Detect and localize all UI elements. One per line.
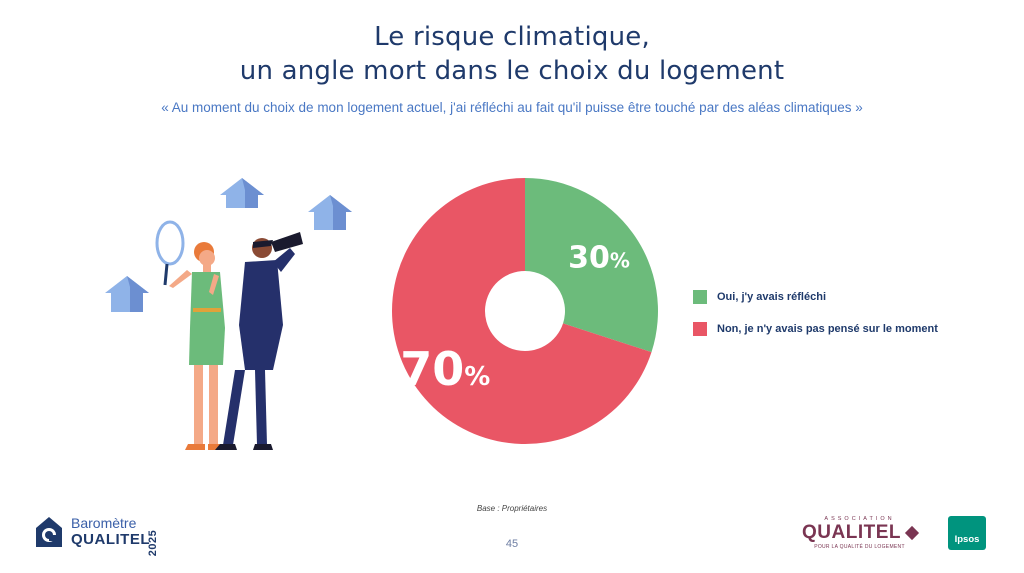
legend-swatch-oui [693,290,707,304]
question-subtitle: « Au moment du choix de mon logement act… [161,100,863,115]
house-icon [105,276,149,312]
data-label-non: 70% [400,342,490,396]
assoc-tagline: POUR LA QUALITÉ DU LOGEMENT [814,544,905,550]
page-number: 45 [505,538,519,550]
page-title: Le risque climatique, un angle mort dans… [0,20,1024,88]
house-logo-icon [36,517,62,547]
brand-line-2: QUALITEL [71,531,150,548]
ipsos-logo: Ipsos [948,516,986,550]
assoc-small-label: ASSOCIATION [824,516,895,522]
title-line-1: Le risque climatique, [374,22,650,52]
diamond-icon [904,525,920,541]
brand-line-1: Baromètre [71,515,137,531]
data-label-unit: % [464,362,490,392]
legend-item-oui: Oui, j'y avais réfléchi [693,290,938,304]
pie-slice-non [392,178,652,444]
legend-label-non: Non, je n'y avais pas pensé sur le momen… [717,323,938,335]
ipsos-label: Ipsos [954,534,980,545]
title-line-2: un angle mort dans le choix du logement [239,56,785,86]
brand-year: 2025 [147,529,160,557]
association-qualitel-logo: ASSOCIATION QUALITEL POUR LA QUALITÉ DU … [797,516,922,550]
data-label-unit: % [610,249,630,273]
barometre-logo: Baromètre QUALITEL [35,515,150,549]
assoc-name: QUALITEL [802,522,901,543]
brand-year-wrapper: 2025 [147,515,164,556]
house-icon [220,178,264,208]
legend-label-oui: Oui, j'y avais réfléchi [717,291,827,303]
legend-item-non: Non, je n'y avais pas pensé sur le momen… [693,322,938,336]
man-figure [215,232,303,450]
data-label-value: 70 [400,342,464,396]
house-icon [308,195,352,230]
donut-chart: 30% 70% [392,178,658,444]
base-note: Base : Propriétaires [476,504,548,513]
legend-swatch-non [693,322,707,336]
illustration [105,178,352,450]
woman-figure [155,220,229,450]
data-label-value: 30 [568,241,610,276]
data-label-oui: 30% [568,241,630,276]
chart-legend: Oui, j'y avais réfléchi Non, je n'y avai… [693,290,938,354]
pie-slice-oui [525,178,658,353]
